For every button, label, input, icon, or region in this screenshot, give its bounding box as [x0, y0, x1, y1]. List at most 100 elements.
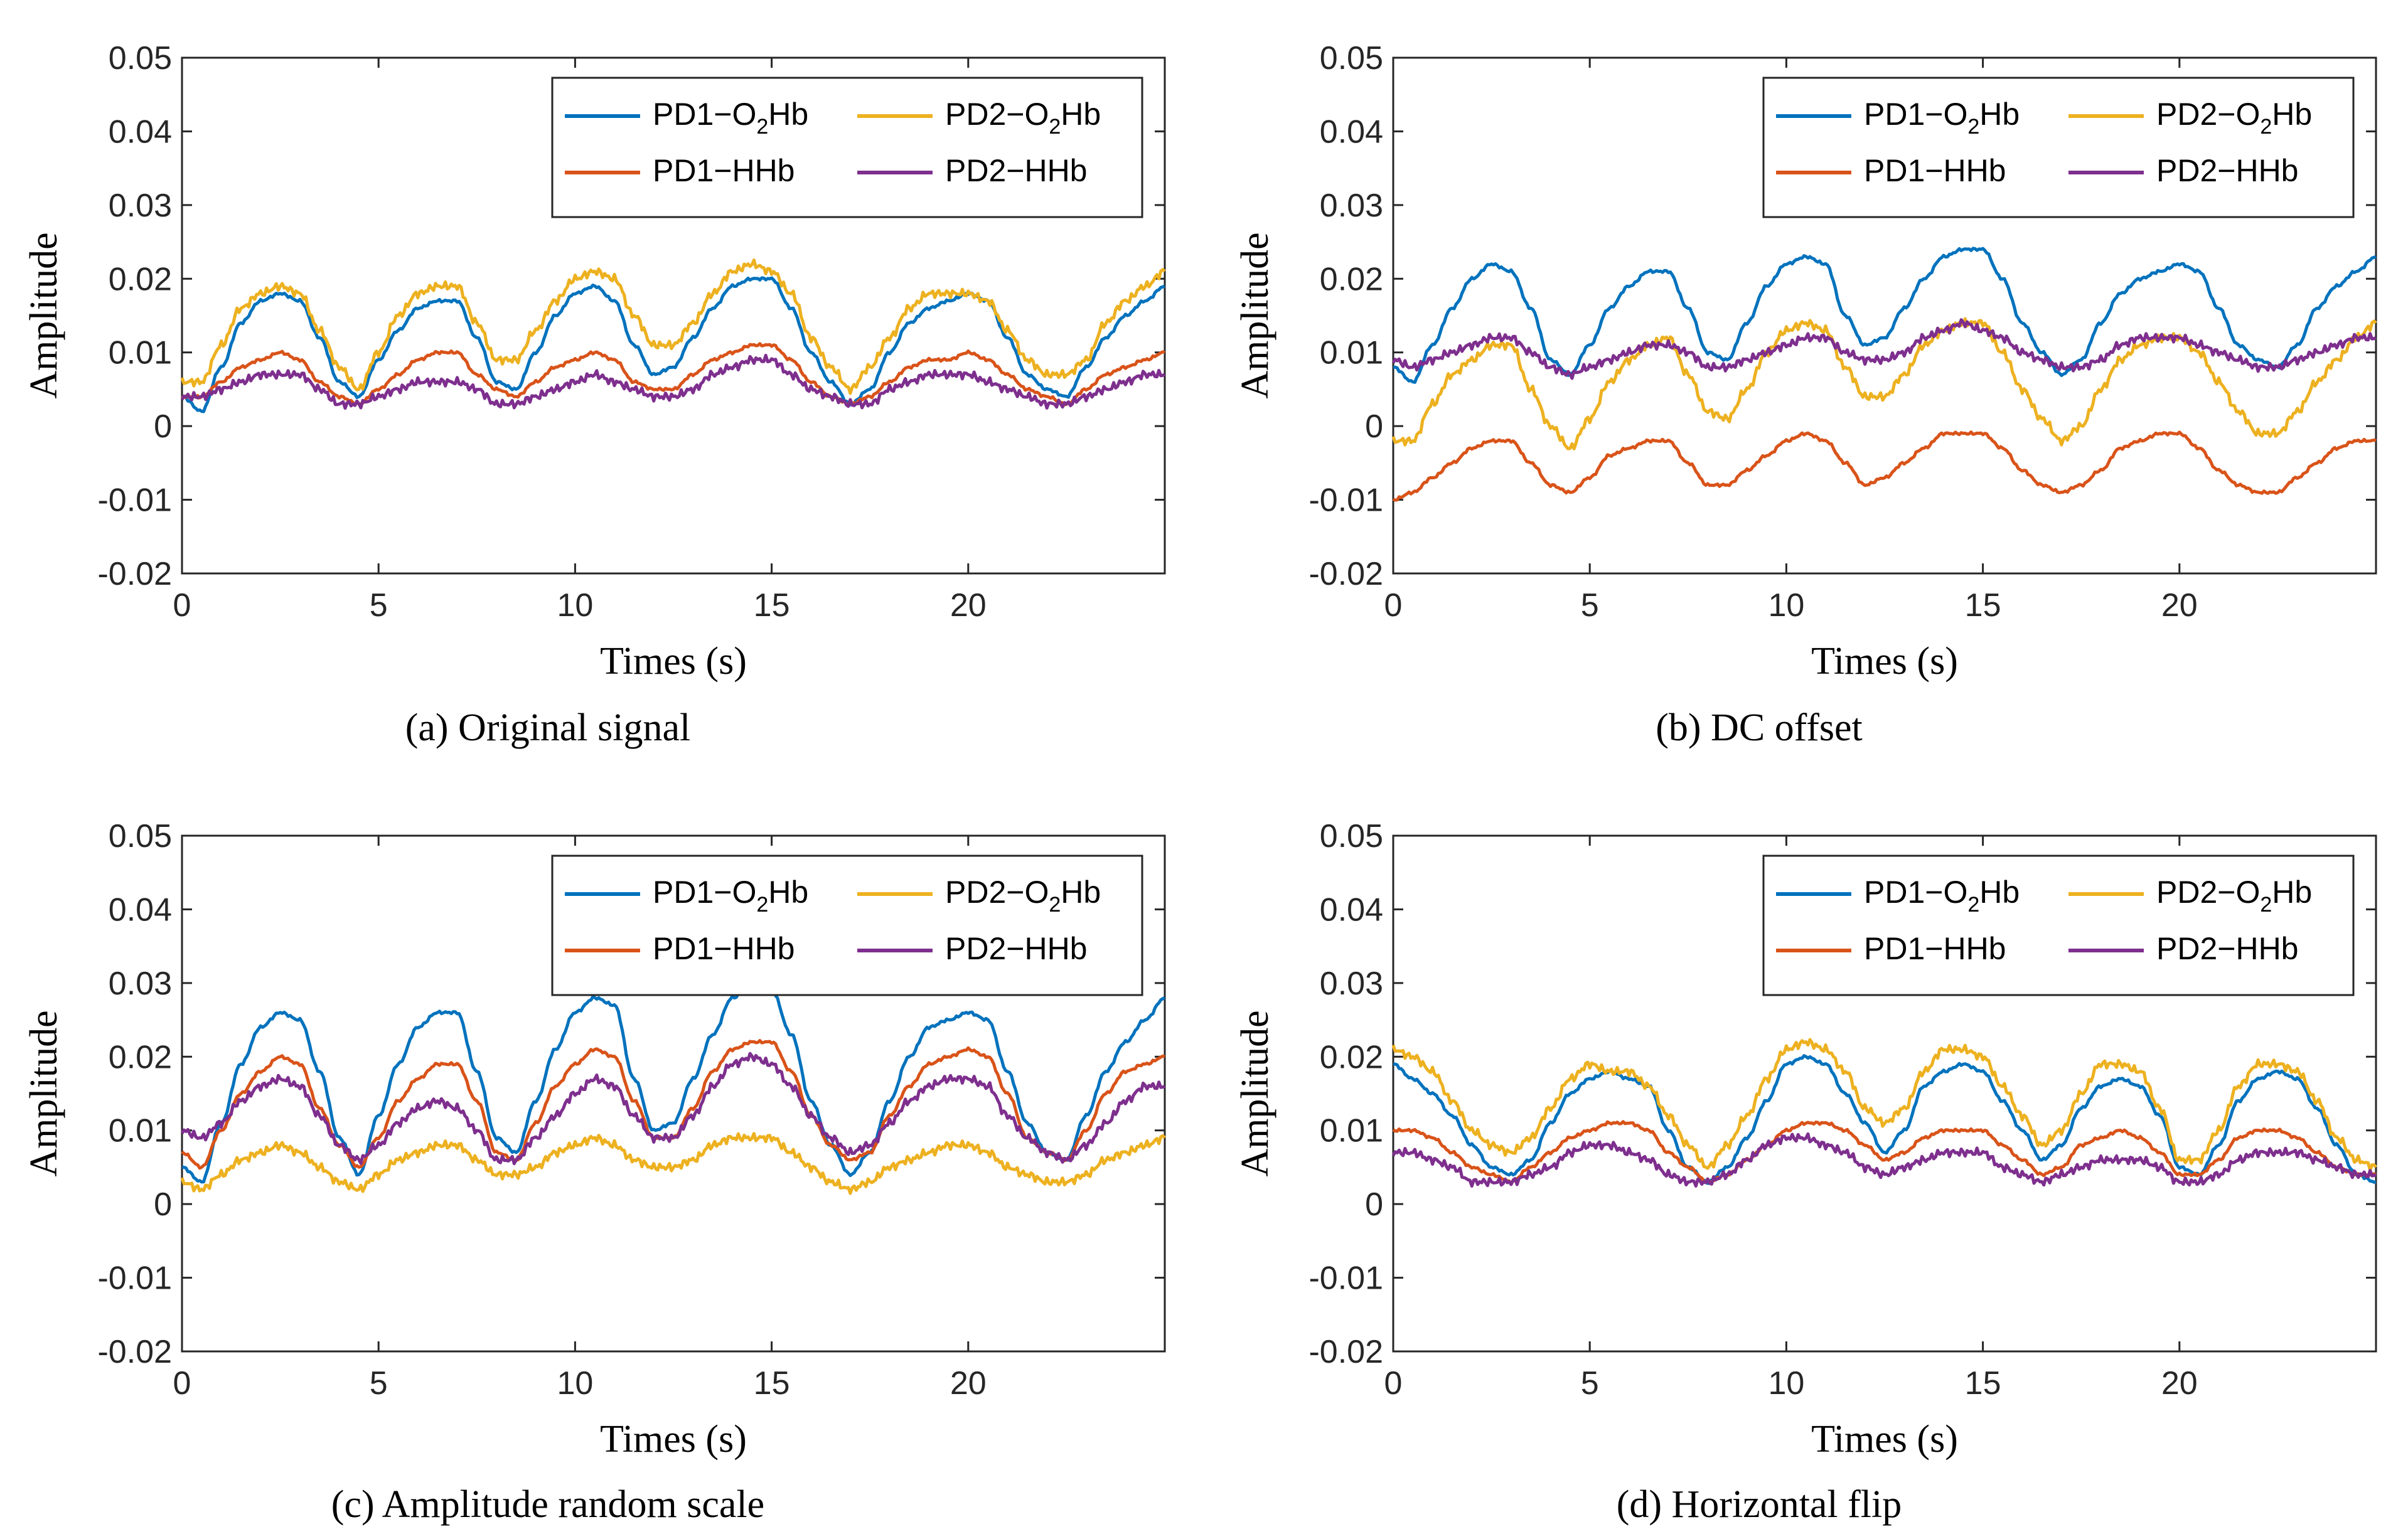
legend-label-pd2-hhb: PD2−HHb [2156, 931, 2299, 966]
legend-label-pd2-hhb: PD2−HHb [945, 153, 1088, 188]
series-line-pd2-hhb [180, 353, 1166, 410]
x-tick-label: 10 [1768, 587, 1804, 624]
x-tick-label: 5 [370, 587, 388, 624]
chart-caption: (a) Original signal [405, 706, 691, 749]
series-line-pd1-o2hb [1393, 1054, 2377, 1185]
legend-label-pd1-o2hb: PD1−O2Hb [653, 97, 808, 139]
y-tick-label: 0 [1365, 408, 1383, 445]
y-tick-label: -0.02 [1308, 556, 1383, 592]
chart-caption: (b) DC offset [1656, 706, 1862, 749]
y-tick-label: 0.02 [109, 1039, 172, 1075]
x-tick-label: 10 [1768, 1365, 1804, 1402]
y-tick-label: 0.03 [109, 188, 172, 224]
legend-label-pd1-o2hb: PD1−O2Hb [1864, 97, 2020, 139]
y-tick-label: 0.05 [1320, 40, 1383, 77]
chart-panel-4: 0.050.040.030.020.010-0.01-0.020 5 10 15 20T… [1234, 818, 2377, 1526]
y-tick-label: 0.02 [109, 261, 172, 297]
y-tick-label: 0.04 [109, 114, 172, 150]
chart-caption: (d) Horizontal flip [1617, 1483, 1902, 1526]
y-tick-label: 0.03 [109, 966, 172, 1002]
y-tick-label: -0.02 [1308, 1334, 1383, 1370]
y-tick-label: 0.01 [1320, 1113, 1383, 1149]
legend-label-pd2-hhb: PD2−HHb [945, 931, 1088, 966]
x-axis-label: Times (s) [1811, 640, 1958, 683]
y-tick-label: -0.01 [1308, 1260, 1383, 1297]
x-tick-label: 5 [1581, 1365, 1599, 1402]
legend-label-pd2-hhb: PD2−HHb [2156, 153, 2299, 188]
legend-box [551, 855, 1143, 996]
x-tick-label: 5 [1581, 587, 1599, 624]
x-tick-label: 20 [2161, 587, 2198, 624]
legend-label-pd1-hhb: PD1−HHb [1864, 931, 2006, 966]
y-tick-label: -0.01 [97, 1260, 172, 1297]
y-axis-label: Amplitude [23, 1010, 65, 1176]
series-line-pd2-o2hb [180, 1132, 1166, 1195]
legend-box [1762, 855, 2355, 996]
legend: PD1−O2Hb PD2−O2Hb PD1−HHb PD2−HHb [551, 77, 1143, 218]
x-tick-label: 0 [173, 587, 191, 624]
chart-panel-3: 0.050.040.030.020.010-0.01-0.020 5 10 15 20T… [23, 818, 1166, 1526]
series-line-pd2-o2hb [1391, 317, 2377, 450]
x-tick-label: 0 [1384, 1365, 1403, 1402]
x-tick-label: 20 [950, 587, 987, 624]
y-tick-label: -0.02 [97, 556, 172, 592]
x-tick-label: 15 [1965, 1365, 2001, 1402]
x-tick-label: 10 [557, 1365, 593, 1402]
legend-label-pd1-o2hb: PD1−O2Hb [1864, 875, 2020, 917]
legend-label-pd1-hhb: PD1−HHb [653, 153, 795, 188]
y-tick-label: 0.05 [1320, 818, 1383, 855]
series-line-pd1-hhb [1392, 1120, 2377, 1185]
y-tick-label: -0.02 [97, 1334, 172, 1370]
legend-box [551, 77, 1143, 218]
chart-panel-2: 0.050.040.030.020.010-0.01-0.020 5 10 15 20T… [1234, 40, 2377, 749]
y-tick-label: 0.03 [1320, 966, 1383, 1002]
chart-panel-1: 0.050.040.030.020.010-0.01-0.020 5 10 15 20T… [23, 40, 1166, 749]
legend-label-pd1-o2hb: PD1−O2Hb [653, 875, 808, 917]
series-line-pd2-o2hb [180, 258, 1166, 395]
y-tick-label: -0.01 [97, 482, 172, 519]
y-tick-label: 0.05 [109, 818, 172, 855]
x-axis-label: Times (s) [600, 1418, 747, 1461]
legend: PD1−O2Hb PD2−O2Hb PD1−HHb PD2−HHb [551, 855, 1143, 996]
x-tick-label: 20 [2161, 1365, 2198, 1402]
chart-caption: (c) Amplitude random scale [331, 1483, 764, 1526]
x-axis-label: Times (s) [1811, 1418, 1958, 1461]
y-tick-label: 0.04 [1320, 892, 1383, 928]
y-tick-label: 0.02 [1320, 261, 1383, 297]
y-tick-label: 0.02 [1320, 1039, 1383, 1075]
legend-label-pd2-o2hb: PD2−O2Hb [945, 97, 1101, 139]
x-tick-label: 5 [370, 1365, 388, 1402]
series-line-pd1-hhb [181, 342, 1165, 407]
x-tick-label: 0 [173, 1365, 191, 1402]
y-tick-label: -0.01 [1308, 482, 1383, 519]
legend-label-pd2-o2hb: PD2−O2Hb [2156, 97, 2312, 139]
y-tick-label: 0 [154, 408, 172, 445]
series-line-pd2-hhb [1391, 1132, 2377, 1188]
y-tick-label: 0.01 [109, 1113, 172, 1149]
y-axis-label: Amplitude [1234, 1010, 1276, 1176]
y-tick-label: 0.05 [109, 40, 172, 77]
x-tick-label: 0 [1384, 587, 1403, 624]
series-line-pd2-hhb [180, 1052, 1166, 1166]
series-line-pd1-hhb [1392, 430, 2377, 502]
x-axis-label: Times (s) [600, 640, 747, 683]
legend-label-pd2-o2hb: PD2−O2Hb [945, 875, 1101, 917]
x-tick-label: 10 [557, 587, 593, 624]
legend: PD1−O2Hb PD2−O2Hb PD1−HHb PD2−HHb [1762, 855, 2355, 996]
y-tick-label: 0 [154, 1186, 172, 1223]
series-line-pd1-o2hb [181, 981, 1166, 1184]
y-tick-label: 0.03 [1320, 188, 1383, 224]
y-tick-label: 0.04 [109, 892, 172, 928]
x-tick-label: 15 [754, 587, 790, 624]
legend-label-pd1-hhb: PD1−HHb [1864, 153, 2006, 188]
series-line-pd2-hhb [1391, 318, 2377, 380]
y-axis-label: Amplitude [1234, 232, 1276, 398]
x-tick-label: 15 [754, 1365, 790, 1402]
y-tick-label: 0 [1365, 1186, 1383, 1223]
legend-label-pd1-hhb: PD1−HHb [653, 931, 795, 966]
y-tick-label: 0.04 [1320, 114, 1383, 150]
y-axis-label: Amplitude [23, 232, 65, 398]
y-tick-label: 0.01 [1320, 335, 1383, 371]
y-tick-label: 0.01 [109, 335, 172, 371]
